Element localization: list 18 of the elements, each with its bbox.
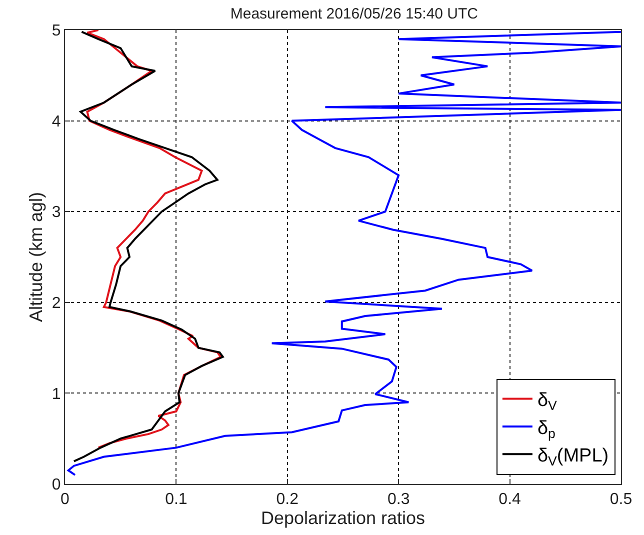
x-tick-label: 0.3	[387, 491, 410, 508]
x-tick-label: 0.5	[610, 491, 632, 508]
x-tick-label: 0.2	[276, 491, 299, 508]
y-tick-label: 3	[52, 204, 61, 222]
y-tick-label: 2	[52, 295, 61, 312]
x-tick-label: 0.1	[165, 491, 188, 508]
x-axis-title: Depolarization ratios	[260, 508, 426, 528]
line-series	[67, 30, 621, 476]
y-tick-label: 0	[52, 476, 61, 494]
y-tick-label: 4	[52, 113, 61, 130]
chart-title: Measurement 2016/05/26 15:40 UTC	[230, 6, 478, 23]
y-tick-label: 1	[52, 386, 61, 403]
legend-label: δ$_{V}$	[537, 390, 558, 414]
y-tick-label: 5	[52, 22, 61, 40]
y-axis-title: Altitude (km agl)	[26, 192, 46, 322]
legend-label: δ$_{V}$(MPL)	[537, 446, 609, 469]
x-tick-label: 0.4	[498, 491, 522, 508]
legend-label: δ$_{p}$	[537, 418, 556, 441]
